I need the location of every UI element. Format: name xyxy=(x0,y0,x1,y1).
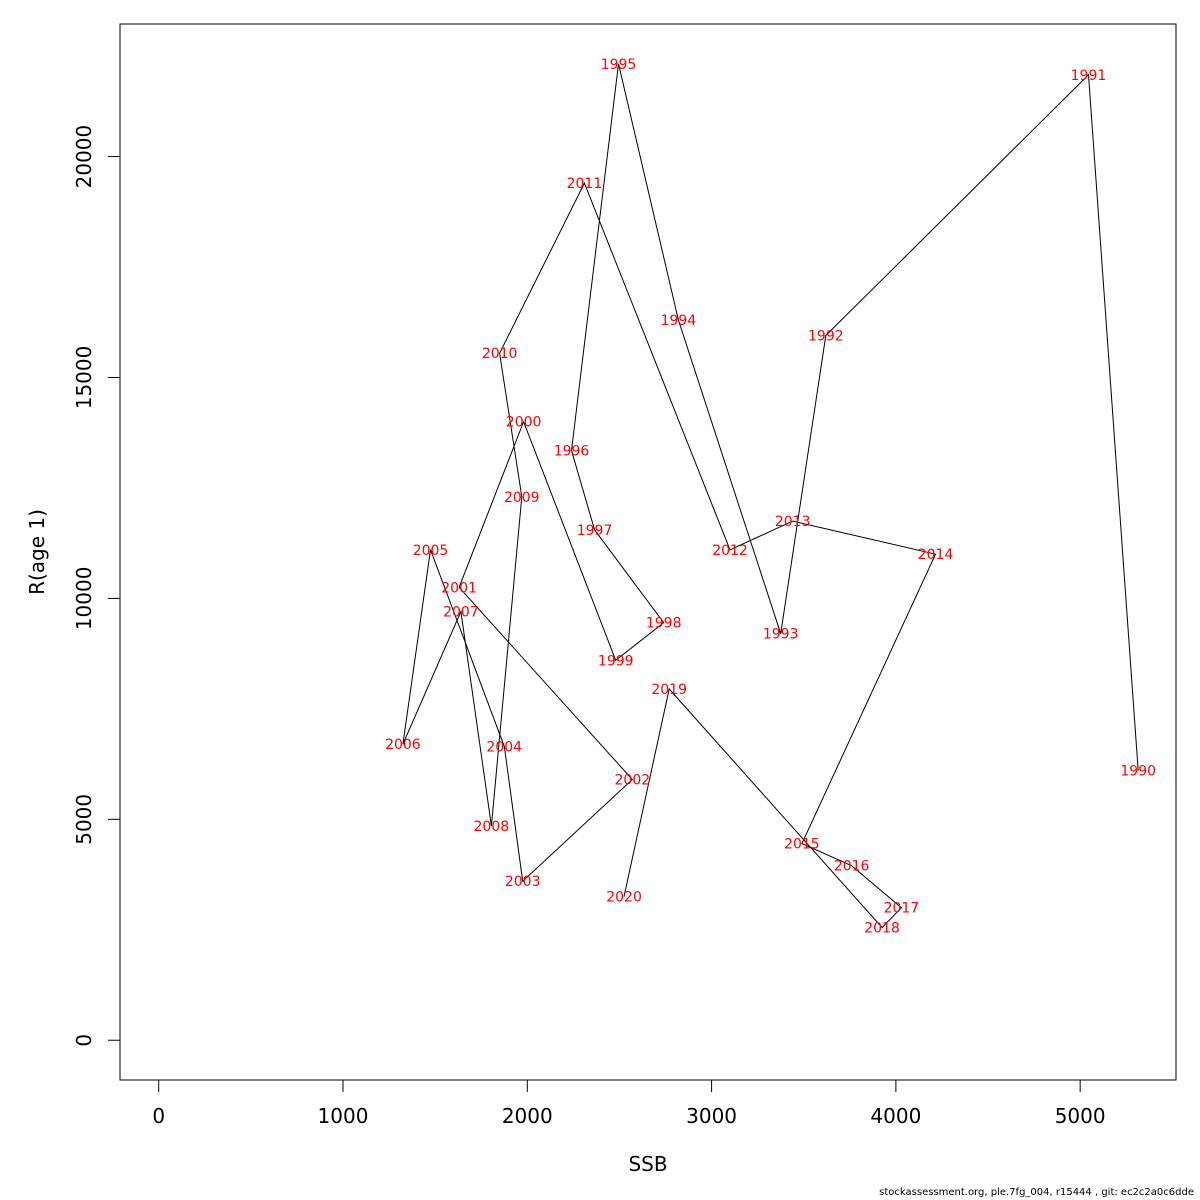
year-label: 2012 xyxy=(712,543,748,559)
year-label: 1995 xyxy=(601,57,637,73)
year-label: 1994 xyxy=(661,313,697,329)
year-label: 1999 xyxy=(598,653,634,669)
year-label: 2018 xyxy=(864,921,900,937)
year-label: 1990 xyxy=(1120,764,1156,780)
year-label: 2014 xyxy=(918,547,954,563)
x-tick-label: 1000 xyxy=(318,1104,369,1128)
x-axis: 0 1000 2000 3000 4000 5000 xyxy=(152,1079,1106,1128)
year-label: 2000 xyxy=(506,415,542,431)
y-tick-label: 0 xyxy=(72,1034,96,1047)
year-label: 1991 xyxy=(1071,68,1107,84)
x-tick-label: 4000 xyxy=(870,1104,921,1128)
year-labels: 1990 1991 1992 1993 1994 1995 1996 1997 1998 1999… xyxy=(385,57,1156,937)
footer-source-text: stockassessment.org, ple.7fg_004, r15444… xyxy=(879,1187,1194,1198)
year-label: 1998 xyxy=(646,616,682,632)
year-label: 2016 xyxy=(834,859,870,875)
year-label: 1993 xyxy=(763,627,799,643)
year-label: 2013 xyxy=(775,514,811,530)
year-label: 2020 xyxy=(606,890,642,906)
x-tick-label: 2000 xyxy=(502,1104,553,1128)
year-label: 2008 xyxy=(474,819,510,835)
x-tick-label: 0 xyxy=(152,1104,165,1128)
year-label: 1997 xyxy=(577,523,613,539)
y-tick-label: 10000 xyxy=(72,567,96,631)
year-label: 2005 xyxy=(413,543,449,559)
year-label: 2017 xyxy=(884,901,920,917)
x-axis-title: SSB xyxy=(628,1152,667,1176)
stock-recruitment-path xyxy=(402,63,1139,929)
year-label: 1996 xyxy=(554,443,590,459)
year-label: 2011 xyxy=(567,176,603,192)
year-label: 2004 xyxy=(486,739,522,755)
year-label: 2007 xyxy=(443,605,479,621)
year-label: 1992 xyxy=(808,328,844,344)
year-label: 2015 xyxy=(784,837,820,853)
year-label: 2001 xyxy=(441,580,477,596)
x-tick-label: 5000 xyxy=(1055,1104,1106,1128)
plot-frame xyxy=(119,23,1177,1081)
year-label: 2002 xyxy=(615,773,651,789)
x-tick-label: 3000 xyxy=(686,1104,737,1128)
y-tick-label: 15000 xyxy=(72,346,96,410)
y-axis: 0 5000 10000 15000 20000 xyxy=(72,125,121,1047)
year-label: 2010 xyxy=(482,346,518,362)
year-label: 2019 xyxy=(651,682,687,698)
y-axis-title: R(age 1) xyxy=(25,509,49,595)
year-label: 2009 xyxy=(504,490,540,506)
year-label: 2003 xyxy=(505,874,541,890)
year-label: 2006 xyxy=(385,737,421,753)
y-tick-label: 20000 xyxy=(72,125,96,189)
y-tick-label: 5000 xyxy=(72,794,96,845)
